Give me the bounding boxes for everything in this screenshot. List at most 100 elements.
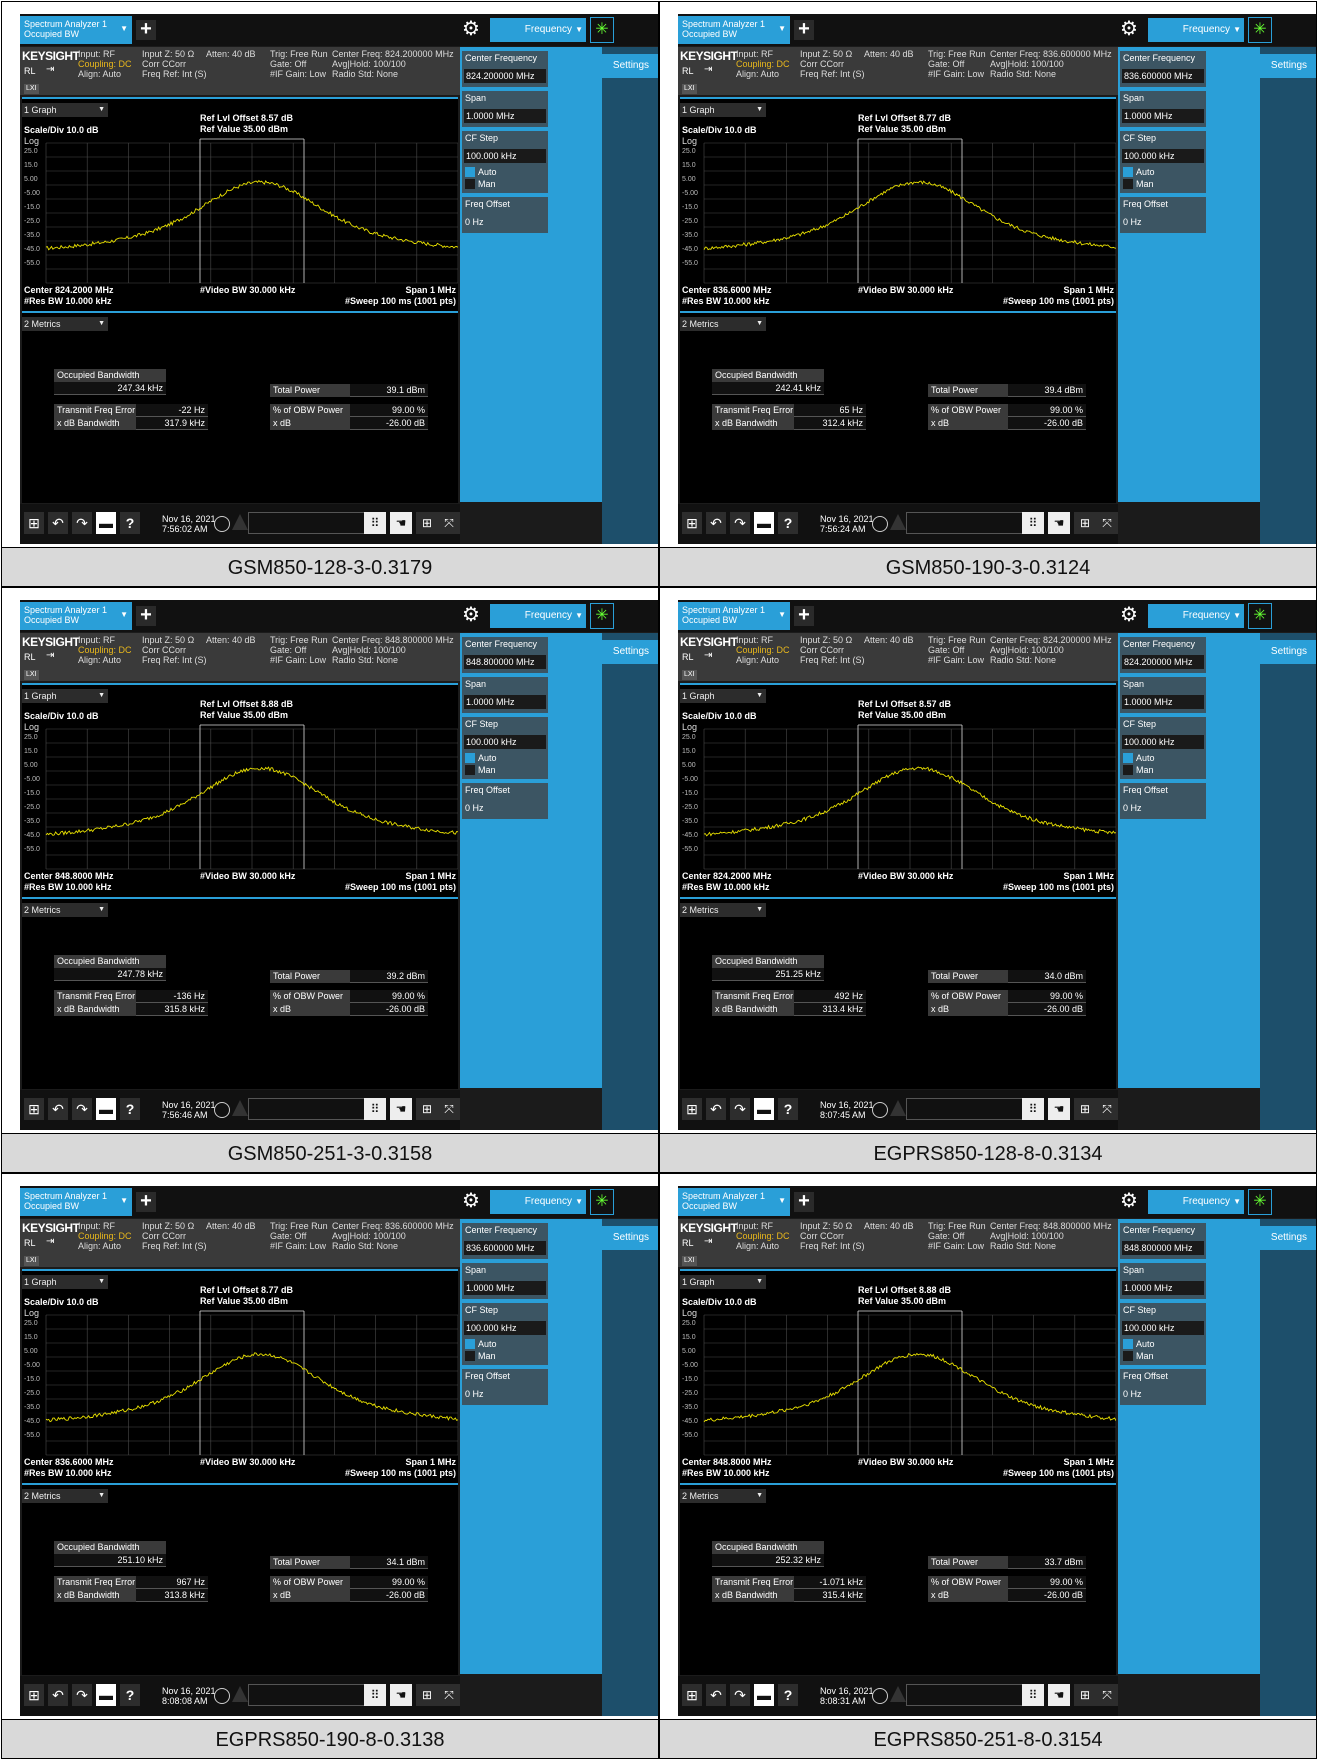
add-tab-button[interactable]: + [136, 605, 156, 626]
undo-icon[interactable]: ↶ [706, 1684, 726, 1706]
gear-icon[interactable]: ⚙ [462, 1190, 480, 1212]
gear-icon[interactable]: ⚙ [462, 604, 480, 626]
cf-step-field[interactable]: 100.000 kHz [464, 735, 546, 749]
help-icon[interactable]: ? [120, 1684, 140, 1706]
span-field[interactable]: 1.0000 MHz [1122, 695, 1204, 709]
graph-layout-select[interactable]: 1 Graph ▼ [680, 103, 766, 117]
freq-offset-field[interactable]: 0 Hz [1123, 803, 1142, 813]
center-frequency-field[interactable]: 836.600000 MHz [1122, 69, 1204, 83]
add-tab-button[interactable]: + [136, 19, 156, 40]
auto-indicator[interactable] [465, 1339, 475, 1349]
fullscreen-icon[interactable]: ⤧ [1096, 1098, 1118, 1120]
touch-icon[interactable]: ☚ [390, 1684, 412, 1706]
app-tab[interactable]: Spectrum Analyzer 1 Occupied BW ▼ [20, 1188, 132, 1216]
graph-layout-select[interactable]: 1 Graph ▼ [680, 689, 766, 703]
status-circle-icon[interactable] [872, 1102, 888, 1118]
keypad-icon[interactable]: ⠿ [364, 1098, 386, 1120]
touch-icon[interactable]: ☚ [390, 1098, 412, 1120]
man-indicator[interactable] [1123, 1351, 1133, 1361]
center-frequency-field[interactable]: 848.800000 MHz [464, 655, 546, 669]
metrics-layout-select[interactable]: 2 Metrics ▼ [22, 903, 108, 917]
redo-icon[interactable]: ↷ [730, 512, 750, 534]
help-icon[interactable]: ? [778, 512, 798, 534]
auto-indicator[interactable] [1123, 167, 1133, 177]
freq-offset-field[interactable]: 0 Hz [465, 217, 484, 227]
settings-tab[interactable]: Settings [602, 1226, 658, 1250]
center-frequency-field[interactable]: 836.600000 MHz [464, 1241, 546, 1255]
cf-step-field[interactable]: 100.000 kHz [464, 149, 546, 163]
span-field[interactable]: 1.0000 MHz [1122, 109, 1204, 123]
center-frequency-field[interactable]: 824.200000 MHz [1122, 655, 1204, 669]
freq-offset-softkey[interactable]: Freq Offset [462, 197, 548, 233]
window-layout-icon[interactable]: ⊞ [1074, 512, 1096, 534]
freq-offset-field[interactable]: 0 Hz [465, 803, 484, 813]
cf-step-field[interactable]: 100.000 kHz [1122, 1321, 1204, 1335]
settings-tab[interactable]: Settings [602, 54, 658, 78]
graph-layout-select[interactable]: 1 Graph ▼ [22, 689, 108, 703]
settings-tab[interactable]: Settings [1260, 640, 1316, 664]
freq-offset-softkey[interactable]: Freq Offset [462, 783, 548, 819]
add-tab-button[interactable]: + [794, 1191, 814, 1212]
app-tab[interactable]: Spectrum Analyzer 1 Occupied BW ▼ [20, 16, 132, 44]
app-tab[interactable]: Spectrum Analyzer 1 Occupied BW ▼ [678, 602, 790, 630]
graph-layout-select[interactable]: 1 Graph ▼ [22, 1275, 108, 1289]
settings-tab[interactable]: Settings [1260, 54, 1316, 78]
app-tab[interactable]: Spectrum Analyzer 1 Occupied BW ▼ [678, 1188, 790, 1216]
fullscreen-icon[interactable]: ⤧ [1096, 512, 1118, 534]
redo-icon[interactable]: ↷ [72, 1098, 92, 1120]
gear-icon[interactable]: ⚙ [1120, 1190, 1138, 1212]
touch-icon[interactable]: ☚ [1048, 1684, 1070, 1706]
file-icon[interactable]: ▬ [96, 1684, 116, 1706]
metrics-layout-select[interactable]: 2 Metrics ▼ [680, 1489, 766, 1503]
auto-indicator[interactable] [465, 753, 475, 763]
windows-icon[interactable]: ⊞ [24, 1684, 44, 1706]
frequency-menu-button[interactable]: Frequency ▼ [490, 18, 586, 42]
windows-icon[interactable]: ⊞ [682, 1684, 702, 1706]
man-indicator[interactable] [1123, 179, 1133, 189]
frequency-menu-button[interactable]: Frequency ▼ [1148, 18, 1244, 42]
help-icon[interactable]: ? [778, 1098, 798, 1120]
status-circle-icon[interactable] [872, 516, 888, 532]
fullscreen-icon[interactable]: ⤧ [1096, 1684, 1118, 1706]
redo-icon[interactable]: ↷ [730, 1098, 750, 1120]
auto-indicator[interactable] [1123, 1339, 1133, 1349]
window-layout-icon[interactable]: ⊞ [416, 1684, 438, 1706]
man-indicator[interactable] [465, 1351, 475, 1361]
window-layout-icon[interactable]: ⊞ [1074, 1684, 1096, 1706]
status-circle-icon[interactable] [214, 516, 230, 532]
touch-icon[interactable]: ☚ [1048, 512, 1070, 534]
keypad-icon[interactable]: ⠿ [1022, 1684, 1044, 1706]
help-icon[interactable]: ? [778, 1684, 798, 1706]
undo-icon[interactable]: ↶ [706, 1098, 726, 1120]
window-layout-icon[interactable]: ⊞ [1074, 1098, 1096, 1120]
span-field[interactable]: 1.0000 MHz [464, 1281, 546, 1295]
freq-offset-field[interactable]: 0 Hz [465, 1389, 484, 1399]
file-icon[interactable]: ▬ [96, 512, 116, 534]
window-layout-icon[interactable]: ⊞ [416, 1098, 438, 1120]
keypad-icon[interactable]: ⠿ [1022, 1098, 1044, 1120]
fullscreen-icon[interactable]: ⤧ [438, 1684, 460, 1706]
frequency-menu-button[interactable]: Frequency ▼ [1148, 604, 1244, 628]
windows-icon[interactable]: ⊞ [682, 1098, 702, 1120]
redo-icon[interactable]: ↷ [730, 1684, 750, 1706]
frequency-menu-button[interactable]: Frequency ▼ [490, 604, 586, 628]
graph-layout-select[interactable]: 1 Graph ▼ [22, 103, 108, 117]
windows-icon[interactable]: ⊞ [24, 1098, 44, 1120]
redo-icon[interactable]: ↷ [72, 512, 92, 534]
add-tab-button[interactable]: + [136, 1191, 156, 1212]
freq-offset-softkey[interactable]: Freq Offset [1120, 783, 1206, 819]
frequency-menu-button[interactable]: Frequency ▼ [1148, 1190, 1244, 1214]
freq-offset-softkey[interactable]: Freq Offset [462, 1369, 548, 1405]
man-indicator[interactable] [1123, 765, 1133, 775]
undo-icon[interactable]: ↶ [48, 1098, 68, 1120]
cf-step-field[interactable]: 100.000 kHz [1122, 735, 1204, 749]
app-tab[interactable]: Spectrum Analyzer 1 Occupied BW ▼ [20, 602, 132, 630]
touch-icon[interactable]: ☚ [390, 512, 412, 534]
windows-icon[interactable]: ⊞ [682, 512, 702, 534]
file-icon[interactable]: ▬ [96, 1098, 116, 1120]
help-icon[interactable]: ? [120, 1098, 140, 1120]
touch-icon[interactable]: ☚ [1048, 1098, 1070, 1120]
app-tab[interactable]: Spectrum Analyzer 1 Occupied BW ▼ [678, 16, 790, 44]
man-indicator[interactable] [465, 179, 475, 189]
metrics-layout-select[interactable]: 2 Metrics ▼ [680, 317, 766, 331]
